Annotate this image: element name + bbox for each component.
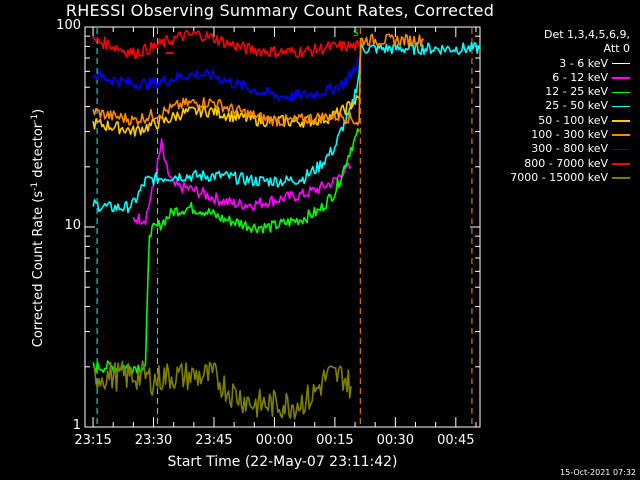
legend-label: 3 - 6 keV <box>559 56 608 70</box>
series-line-2 <box>92 128 360 374</box>
legend-swatch <box>612 177 630 179</box>
render-timestamp: 15-Oct-2021 07:32 <box>560 468 636 477</box>
series-line-8 <box>92 360 352 420</box>
legend-entry: 6 - 12 keV <box>510 71 630 85</box>
x-tick-label: 23:45 <box>195 433 233 448</box>
flag-s-label: S <box>353 29 359 39</box>
flag-f-label: F <box>152 42 158 55</box>
x-tick-label: 00:15 <box>316 433 354 448</box>
legend-label: 25 - 50 keV <box>545 99 608 113</box>
legend-label: 100 - 300 keV <box>531 128 608 142</box>
legend-label: 50 - 100 keV <box>538 113 608 127</box>
legend-entry: 300 - 800 keV <box>510 142 630 156</box>
y-tick-label: 10 <box>64 218 81 233</box>
series-line-3 <box>92 41 481 214</box>
legend-header-detectors: Det 1,3,4,5,6,9, <box>543 28 630 41</box>
legend-entry: 100 - 300 keV <box>510 128 630 142</box>
x-tick-label: 23:15 <box>74 433 112 448</box>
legend-entry: 800 - 7000 keV <box>510 157 630 171</box>
series-line-6 <box>92 57 360 102</box>
legend-swatch <box>612 62 630 65</box>
legend-header-attenuator: Att 0 <box>603 42 630 56</box>
x-tick-label: 00:45 <box>437 433 475 448</box>
legend: Det 1,3,4,5,6,9, Att 0 3 - 6 keV 6 - 12 k… <box>510 28 630 185</box>
legend-label: 800 - 7000 keV <box>524 156 608 170</box>
legend-entry: 3 - 6 keV <box>510 57 630 71</box>
chart-title: RHESSI Observing Summary Count Rates, Co… <box>65 1 495 20</box>
y-axis-label: Corrected Count Rate (s-1 detector-1) <box>29 108 47 348</box>
x-tick-label: 23:30 <box>134 433 173 448</box>
legend-swatch <box>612 148 630 151</box>
legend-swatch <box>612 77 630 79</box>
series-line-5 <box>92 33 425 127</box>
legend-swatch <box>612 120 630 122</box>
legend-label: 7000 - 15000 keV <box>510 170 608 184</box>
legend-label: 6 - 12 keV <box>552 70 608 84</box>
x-tick-label: 00:00 <box>255 433 294 448</box>
series-line-7 <box>92 29 360 59</box>
legend-label: 12 - 25 keV <box>545 85 608 99</box>
y-tick-label: 100 <box>56 18 81 33</box>
legend-entry: 50 - 100 keV <box>510 114 630 128</box>
legend-swatch <box>612 163 630 165</box>
legend-label: 300 - 800 keV <box>531 142 608 156</box>
legend-entry: 25 - 50 keV <box>510 99 630 113</box>
legend-swatch <box>612 134 630 136</box>
legend-entry: 12 - 25 keV <box>510 85 630 99</box>
legend-swatch <box>612 105 630 108</box>
x-axis-label: Start Time (22-May-07 23:11:42) <box>167 454 398 470</box>
y-tick-label: 1 <box>72 418 81 433</box>
x-tick-label: 00:30 <box>376 433 415 448</box>
legend-swatch <box>612 91 630 94</box>
legend-entry: 7000 - 15000 keV <box>510 171 630 185</box>
series-line-0 <box>144 218 352 392</box>
series-line-1 <box>132 138 352 226</box>
